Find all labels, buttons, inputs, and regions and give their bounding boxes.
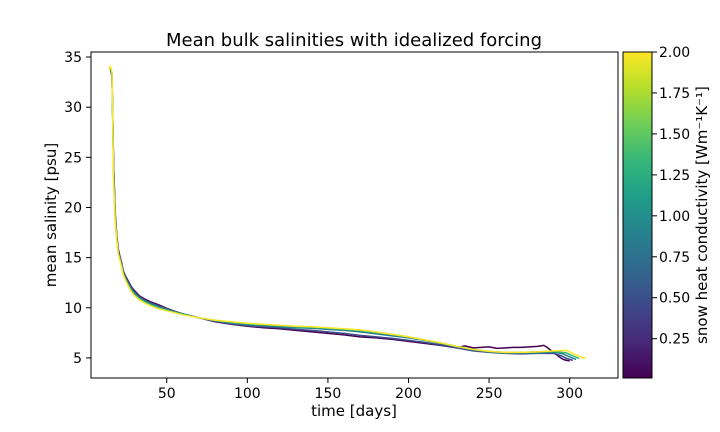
series-group — [108, 65, 587, 362]
series-line-4 — [108, 65, 587, 360]
colorbar-tick-label: 0.25 — [659, 332, 690, 348]
x-tick-label: 300 — [556, 386, 583, 402]
y-tick-label: 30 — [64, 100, 82, 116]
colorbar-gradient — [622, 51, 653, 379]
y-axis-label: mean salinity [psu] — [42, 143, 60, 287]
y-axis: 5 10 15 20 25 30 35 — [64, 50, 91, 367]
x-tick-label: 250 — [476, 386, 503, 402]
colorbar-tick-label: 0.75 — [659, 250, 690, 266]
x-tick-label: 200 — [395, 386, 422, 402]
plot-area — [90, 51, 619, 379]
y-tick-label: 35 — [64, 50, 82, 66]
y-tick-label: 5 — [73, 351, 82, 367]
x-tick-label: 150 — [315, 386, 342, 402]
chart-title: Mean bulk salinities with idealized forc… — [166, 30, 542, 51]
colorbar-tick-label: 2.00 — [659, 45, 690, 61]
x-axis: 50 100 150 200 250 300 — [158, 378, 583, 402]
colorbar-tick-label: 1.50 — [659, 127, 690, 143]
colorbar-tick-label: 1.00 — [659, 209, 690, 225]
y-tick-label: 20 — [64, 200, 82, 216]
y-tick-label: 25 — [64, 150, 82, 166]
colorbar-tick-label: 1.25 — [659, 168, 690, 184]
x-tick-label: 50 — [158, 386, 176, 402]
colorbar-ticks: 0.25 0.50 0.75 1.00 1.25 1.50 1.75 2.00 — [652, 45, 690, 348]
plot-frame — [90, 51, 619, 379]
y-tick-label: 15 — [64, 251, 82, 267]
x-tick-label: 100 — [234, 386, 261, 402]
colorbar-tick-label: 0.50 — [659, 291, 690, 307]
y-tick-label: 10 — [64, 301, 82, 317]
x-axis-label: time [days] — [311, 402, 397, 420]
colorbar-label: snow heat conductivity [Wm⁻¹K⁻¹] — [693, 86, 711, 344]
colorbar: 0.25 0.50 0.75 1.00 1.25 1.50 1.75 2.00 snow he… — [622, 45, 711, 379]
colorbar-tick-label: 1.75 — [659, 86, 690, 102]
